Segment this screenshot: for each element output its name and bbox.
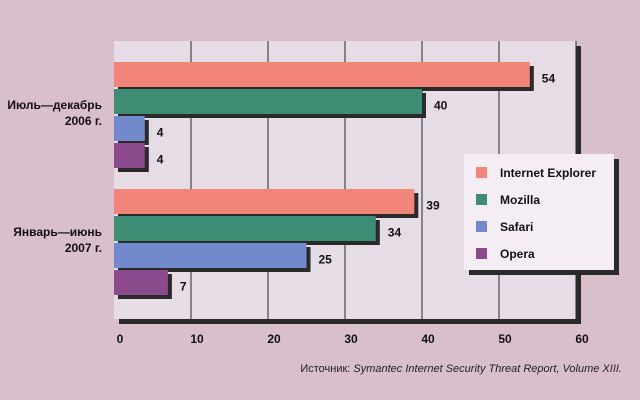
legend-label: Internet Explorer	[500, 166, 596, 180]
value-label: 39	[426, 199, 440, 213]
x-tick-label: 10	[190, 332, 204, 346]
bar	[114, 216, 376, 241]
legend-label: Safari	[500, 220, 533, 234]
bar	[114, 189, 415, 214]
legend-box	[464, 154, 614, 270]
value-label: 40	[434, 99, 448, 113]
bar	[114, 116, 145, 141]
x-tick-label: 0	[117, 332, 124, 346]
bar	[114, 270, 168, 295]
bar	[114, 243, 307, 268]
source-note: Источник: Symantec Internet Security Thr…	[300, 363, 622, 375]
legend-swatch	[476, 248, 487, 259]
x-tick-label: 20	[267, 332, 281, 346]
category-label: Июль—декабрь	[7, 98, 102, 112]
category-label: 2006 г.	[65, 114, 102, 128]
legend-label: Opera	[500, 247, 535, 261]
x-tick-label: 40	[421, 332, 435, 346]
value-label: 4	[157, 126, 164, 140]
x-tick-label: 50	[498, 332, 512, 346]
x-tick-label: 30	[344, 332, 358, 346]
value-label: 4	[157, 153, 164, 167]
legend-swatch	[476, 194, 487, 205]
legend-swatch	[476, 167, 487, 178]
category-label: Январь—июнь	[13, 225, 102, 239]
bar	[114, 62, 530, 87]
bar	[114, 89, 422, 114]
source-title: Symantec Internet Security Threat Report…	[353, 363, 622, 375]
bar	[114, 143, 145, 168]
value-label: 54	[542, 72, 556, 86]
value-label: 25	[319, 253, 333, 267]
x-axis-ticks: 0 10 20 30 40 50 60	[117, 332, 589, 346]
legend-swatch	[476, 221, 487, 232]
value-label: 34	[388, 226, 402, 240]
legend: Internet Explorer Mozilla Safari Opera	[464, 154, 619, 275]
x-tick-label: 60	[575, 332, 589, 346]
category-label: 2007 г.	[65, 241, 102, 255]
category-labels: Июль—декабрь 2006 г. Январь—июнь 2007 г.	[7, 98, 102, 255]
legend-label: Mozilla	[500, 193, 540, 207]
value-label: 7	[180, 280, 187, 294]
source-prefix: Источник:	[300, 363, 353, 375]
